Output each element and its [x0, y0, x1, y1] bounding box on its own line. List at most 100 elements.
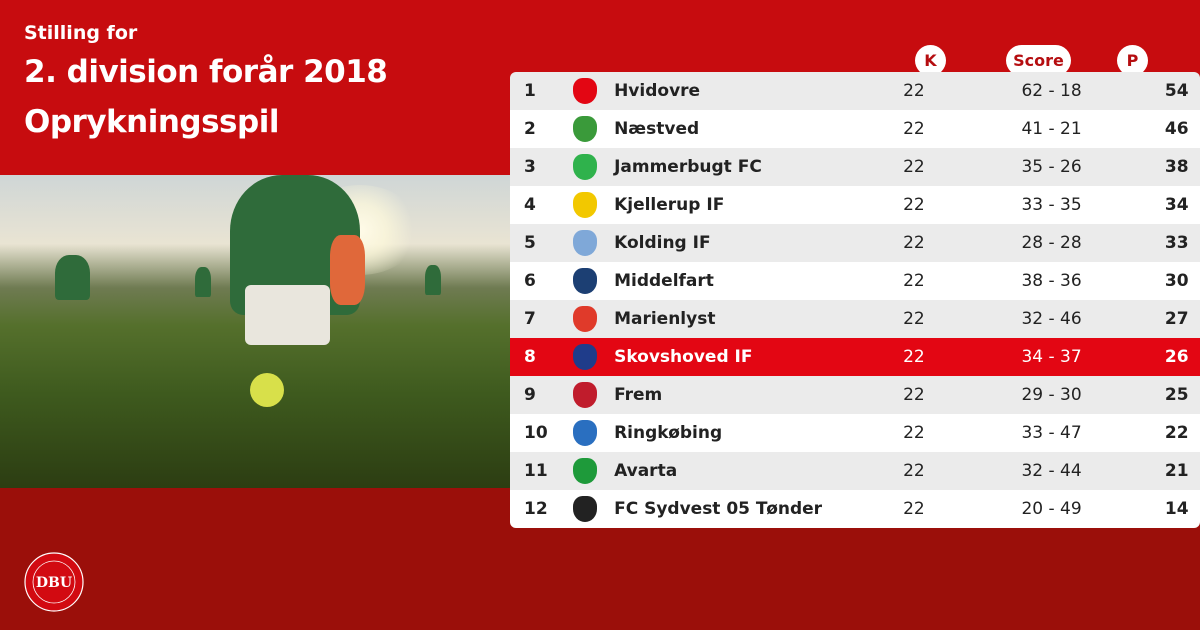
points: 33: [1164, 233, 1189, 253]
goal-score: 28 - 28: [1021, 233, 1082, 253]
points: 30: [1164, 271, 1189, 291]
subtitle: Stilling for: [24, 22, 138, 44]
table-row[interactable]: 8 Skovshoved IF 22 34 - 37 26: [510, 338, 1200, 376]
team-name: Frem: [614, 385, 663, 405]
team-crest-icon: [567, 306, 604, 332]
team-name: Avarta: [614, 461, 678, 481]
position: 4: [524, 195, 536, 215]
team-crest-icon: [567, 344, 604, 370]
team-crest-icon: [567, 420, 604, 446]
points: 25: [1164, 385, 1189, 405]
svg-text:DBU: DBU: [36, 575, 72, 591]
ball: [250, 373, 284, 407]
team-name: Jammerbugt FC: [614, 157, 762, 177]
team-name: Ringkøbing: [614, 423, 723, 443]
points: 27: [1164, 309, 1189, 329]
team-crest-icon: [567, 78, 604, 104]
table-row[interactable]: 12 FC Sydvest 05 Tønder 22 20 - 49 14: [510, 490, 1200, 528]
goal-score: 33 - 35: [1021, 195, 1082, 215]
player-shorts: [245, 285, 330, 345]
points: 21: [1164, 461, 1189, 481]
team-name: Næstved: [614, 119, 700, 139]
team-crest-icon: [567, 116, 604, 142]
table-row[interactable]: 6 Middelfart 22 38 - 36 30: [510, 262, 1200, 300]
position: 7: [524, 309, 536, 329]
page-title-line2: Oprykningsspil: [24, 104, 279, 140]
player-figure: [330, 235, 365, 305]
column-header-k[interactable]: K: [915, 45, 946, 76]
matches-played: 22: [903, 233, 925, 253]
goal-score: 41 - 21: [1021, 119, 1082, 139]
position: 2: [524, 119, 536, 139]
team-crest-icon: [567, 154, 604, 180]
position: 12: [524, 499, 548, 519]
goal-score: 32 - 44: [1021, 461, 1082, 481]
position: 9: [524, 385, 536, 405]
table-row[interactable]: 11 Avarta 22 32 - 44 21: [510, 452, 1200, 490]
team-crest-icon: [567, 230, 604, 256]
table-row[interactable]: 9 Frem 22 29 - 30 25: [510, 376, 1200, 414]
column-header-score[interactable]: Score: [1006, 45, 1071, 76]
title-block: Stilling for 2. division forår 2018 Opry…: [24, 22, 388, 144]
team-crest-icon: [567, 382, 604, 408]
table-row[interactable]: 1 Hvidovre 22 62 - 18 54: [510, 72, 1200, 110]
table-row[interactable]: 2 Næstved 22 41 - 21 46: [510, 110, 1200, 148]
goal-score: 32 - 46: [1021, 309, 1082, 329]
football-photo: [0, 175, 510, 488]
player-figure: [55, 255, 90, 300]
matches-played: 22: [903, 347, 925, 367]
team-name: FC Sydvest 05 Tønder: [614, 499, 823, 519]
goal-score: 33 - 47: [1021, 423, 1082, 443]
team-name: Kolding IF: [614, 233, 711, 253]
table-row[interactable]: 4 Kjellerup IF 22 33 - 35 34: [510, 186, 1200, 224]
table-row[interactable]: 5 Kolding IF 22 28 - 28 33: [510, 224, 1200, 262]
page-title-line1: 2. division forår 2018: [24, 54, 388, 90]
team-name: Hvidovre: [614, 81, 701, 101]
points: 54: [1164, 81, 1189, 101]
dbu-logo: DBU: [24, 552, 84, 612]
goal-score: 29 - 30: [1021, 385, 1082, 405]
matches-played: 22: [903, 309, 925, 329]
matches-played: 22: [903, 271, 925, 291]
matches-played: 22: [903, 119, 925, 139]
column-header-p[interactable]: P: [1117, 45, 1148, 76]
team-name: Kjellerup IF: [614, 195, 725, 215]
player-figure: [195, 267, 211, 297]
table-row[interactable]: 3 Jammerbugt FC 22 35 - 26 38: [510, 148, 1200, 186]
position: 8: [524, 347, 536, 367]
team-name: Skovshoved IF: [614, 347, 753, 367]
matches-played: 22: [903, 423, 925, 443]
team-crest-icon: [567, 458, 604, 484]
goal-score: 35 - 26: [1021, 157, 1082, 177]
points: 46: [1164, 119, 1189, 139]
goal-score: 62 - 18: [1021, 81, 1082, 101]
matches-played: 22: [903, 385, 925, 405]
points: 38: [1164, 157, 1189, 177]
team-name: Middelfart: [614, 271, 714, 291]
matches-played: 22: [903, 195, 925, 215]
matches-played: 22: [903, 499, 925, 519]
position: 11: [524, 461, 548, 481]
team-crest-icon: [567, 192, 604, 218]
table-row[interactable]: 10 Ringkøbing 22 33 - 47 22: [510, 414, 1200, 452]
position: 1: [524, 81, 536, 101]
team-crest-icon: [567, 268, 604, 294]
points: 34: [1164, 195, 1189, 215]
points: 26: [1164, 347, 1189, 367]
matches-played: 22: [903, 461, 925, 481]
goal-score: 34 - 37: [1021, 347, 1082, 367]
position: 6: [524, 271, 536, 291]
position: 3: [524, 157, 536, 177]
player-figure: [425, 265, 441, 295]
team-crest-icon: [567, 496, 604, 522]
standings-table: 1 Hvidovre 22 62 - 18 54 2 Næstved 22 41 - 21 46 3…: [510, 72, 1200, 528]
points: 22: [1164, 423, 1189, 443]
goal-score: 20 - 49: [1021, 499, 1082, 519]
team-name: Marienlyst: [614, 309, 716, 329]
table-row[interactable]: 7 Marienlyst 22 32 - 46 27: [510, 300, 1200, 338]
position: 10: [524, 423, 548, 443]
points: 14: [1164, 499, 1189, 519]
matches-played: 22: [903, 157, 925, 177]
position: 5: [524, 233, 536, 253]
goal-score: 38 - 36: [1021, 271, 1082, 291]
